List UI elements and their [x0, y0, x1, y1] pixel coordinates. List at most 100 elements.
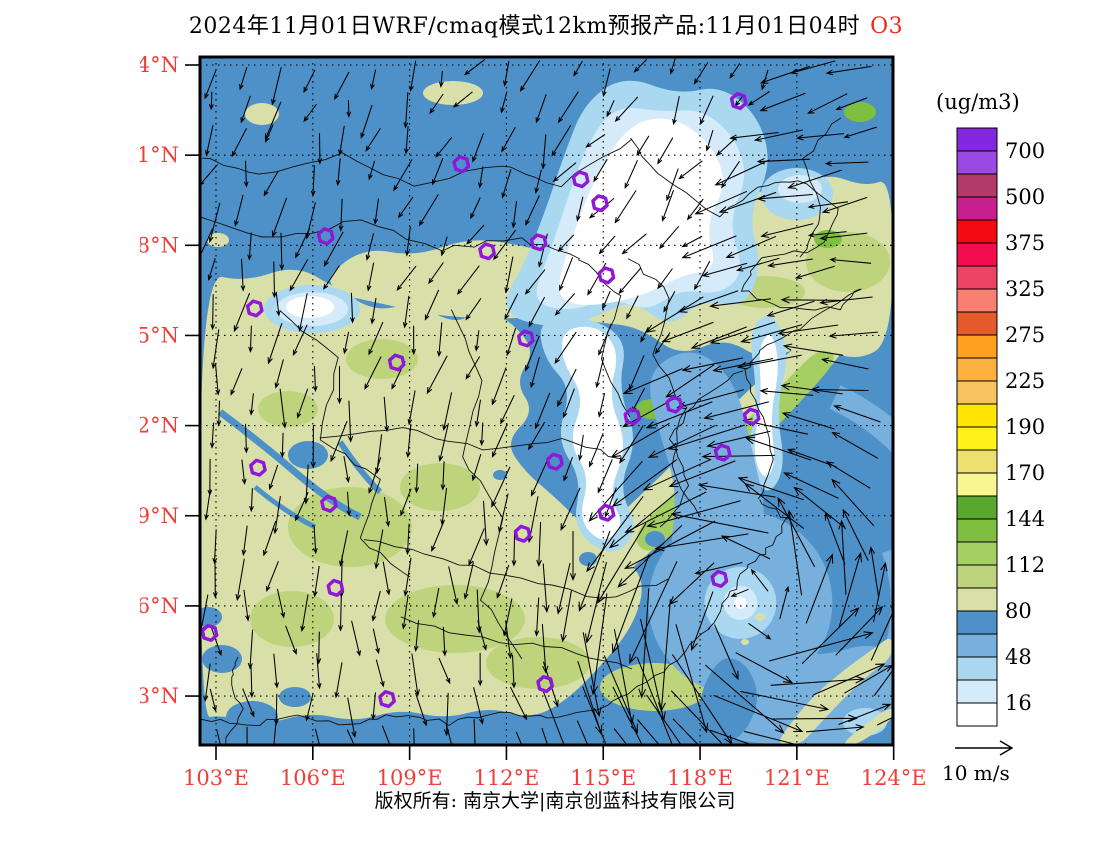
longitude-label: 118°E [667, 766, 733, 790]
wind-arrow [231, 127, 247, 158]
wind-arrow [551, 125, 572, 157]
wind-arrow [756, 158, 810, 165]
wind-arrow [479, 422, 485, 447]
wind-arrow [779, 585, 790, 620]
wind-arrow [429, 93, 444, 115]
city-marker [713, 443, 732, 462]
legend-color-cell [956, 679, 998, 704]
wind-arrow [375, 659, 385, 688]
province-boundary [744, 288, 862, 500]
province-boundary [319, 427, 623, 460]
wind-arrow [239, 66, 248, 91]
wind-arrow [200, 227, 214, 260]
wind-arrow [209, 422, 215, 449]
wind-arrow [701, 452, 776, 461]
wind-arrow [621, 233, 647, 255]
wind-arrow [426, 355, 448, 395]
wind-arrow [668, 460, 736, 488]
wind-arrow [870, 605, 893, 661]
wind-arrow [242, 688, 255, 718]
wind-arrow [654, 332, 671, 355]
wind-arrow [806, 93, 848, 114]
wind-arrow [370, 297, 377, 325]
wind-arrow [793, 486, 846, 529]
wind-arrow [868, 546, 880, 598]
province-boundary [279, 310, 411, 578]
wind-arrow [806, 724, 865, 733]
wind-arrow [401, 594, 409, 630]
wind-arrow [271, 67, 282, 106]
wind-arrow [603, 655, 638, 734]
wind-arrow [559, 257, 574, 292]
wind-arrow [491, 367, 507, 406]
province-boundary [200, 216, 581, 260]
wind-arrow [712, 357, 774, 373]
wind-arrow [735, 257, 780, 272]
wind-arrow [645, 401, 713, 429]
wind-arrow [872, 561, 888, 623]
wind-arrow [438, 657, 451, 685]
legend-color-cell [956, 426, 998, 451]
wind-arrow [515, 731, 523, 745]
legend-color-cell [956, 357, 998, 382]
contour-blob [486, 637, 590, 689]
wind-arrow [438, 70, 444, 88]
wind-arrow [736, 354, 802, 370]
wind-arrow [528, 296, 546, 328]
city-marker [245, 299, 264, 318]
wind-arrow [279, 388, 287, 429]
city-marker [378, 690, 396, 709]
wind-arrow [622, 368, 683, 395]
latitude-label: 44°N [140, 53, 179, 77]
legend-color-cell [956, 610, 998, 635]
contour-blob [202, 645, 242, 673]
wind-arrow [504, 256, 514, 294]
islet [755, 613, 765, 621]
legend-color-cell [956, 495, 998, 520]
wind-arrow [624, 491, 707, 533]
wind-arrow [780, 296, 841, 304]
legend-color-cell [956, 288, 998, 313]
wind-arrow [274, 359, 284, 389]
wind-arrow [241, 459, 247, 485]
wind-arrow [477, 166, 484, 189]
wind-arrow [330, 420, 348, 463]
wind-arrow [350, 292, 355, 324]
wind-arrow [790, 60, 836, 75]
wind-arrow [629, 355, 645, 391]
province-boundary [659, 370, 744, 528]
legend-tick-label: 700 [1005, 139, 1045, 163]
wind-reference-arrow [955, 740, 1014, 756]
city-marker [597, 266, 616, 285]
wind-arrow [463, 561, 475, 600]
wind-arrow [748, 622, 772, 640]
wind-arrow [477, 620, 487, 651]
legend-color-cell [956, 127, 998, 152]
wind-arrow [203, 663, 211, 703]
wind-arrow [285, 625, 297, 655]
wind-arrow [768, 631, 874, 662]
wind-arrow [292, 324, 308, 356]
lake [579, 552, 597, 566]
wind-arrow [368, 457, 382, 495]
wind-arrow [313, 525, 318, 555]
wind-arrow [838, 703, 892, 725]
legend-tick-label: 170 [1005, 461, 1045, 485]
wind-arrow [464, 58, 486, 76]
wind-arrow [528, 421, 546, 451]
wind-arrow [598, 235, 616, 255]
wind-arrow [500, 394, 515, 425]
province-boundary [450, 309, 523, 660]
wind-arrow [777, 496, 816, 567]
latitude-label: 23°N [140, 684, 179, 708]
wind-arrow [828, 331, 878, 339]
wind-arrow [744, 482, 805, 530]
wind-arrow [525, 335, 540, 372]
legend-color-cell [956, 403, 998, 428]
wind-arrow [371, 590, 381, 622]
wind-arrow [248, 325, 253, 353]
wind-arrow [372, 628, 380, 655]
city-marker [536, 675, 554, 694]
wind-arrow [338, 198, 344, 232]
wind-arrow [693, 62, 709, 85]
